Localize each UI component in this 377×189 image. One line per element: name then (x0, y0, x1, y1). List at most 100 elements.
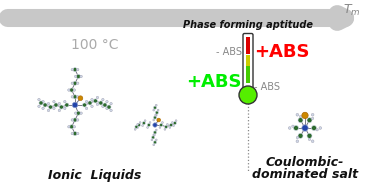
Circle shape (99, 101, 103, 105)
Circle shape (74, 75, 77, 78)
Circle shape (85, 100, 88, 103)
Circle shape (38, 98, 40, 101)
Circle shape (96, 96, 99, 99)
Text: dominated salt: dominated salt (252, 169, 358, 181)
Circle shape (77, 74, 80, 78)
Circle shape (91, 98, 93, 101)
Circle shape (70, 88, 74, 92)
Circle shape (296, 140, 299, 143)
Text: +ABS: +ABS (186, 73, 242, 91)
Circle shape (311, 140, 314, 143)
Circle shape (170, 123, 173, 127)
Circle shape (147, 123, 150, 127)
Circle shape (73, 95, 77, 99)
Circle shape (77, 132, 79, 135)
Circle shape (137, 123, 140, 127)
Circle shape (292, 125, 294, 127)
Circle shape (71, 132, 74, 135)
Circle shape (38, 105, 40, 108)
Circle shape (153, 123, 157, 127)
Circle shape (47, 109, 50, 112)
Circle shape (173, 125, 175, 127)
Circle shape (77, 68, 79, 71)
Circle shape (144, 120, 146, 122)
Circle shape (73, 89, 75, 91)
Circle shape (71, 68, 74, 71)
Circle shape (152, 136, 155, 139)
Circle shape (77, 96, 79, 98)
Circle shape (71, 96, 74, 98)
Circle shape (302, 125, 308, 131)
Circle shape (107, 105, 111, 109)
Circle shape (311, 125, 317, 131)
Circle shape (142, 122, 146, 125)
Circle shape (142, 125, 144, 127)
Circle shape (153, 119, 155, 121)
Circle shape (153, 144, 155, 146)
Circle shape (298, 118, 303, 123)
Circle shape (155, 104, 157, 106)
Text: 100 °C: 100 °C (71, 38, 119, 52)
Circle shape (296, 113, 299, 116)
Circle shape (67, 125, 70, 128)
Circle shape (49, 105, 52, 109)
Circle shape (155, 129, 157, 131)
Text: Ionic  Liquids: Ionic Liquids (48, 169, 142, 181)
Circle shape (71, 82, 74, 84)
Circle shape (96, 103, 99, 105)
Text: - ABS: - ABS (254, 82, 280, 92)
Circle shape (307, 133, 312, 138)
Circle shape (73, 118, 77, 122)
Circle shape (59, 105, 63, 109)
Circle shape (39, 101, 43, 105)
Text: +ABS: +ABS (254, 43, 310, 61)
Circle shape (42, 100, 44, 103)
Bar (246, 66, 250, 83)
Circle shape (54, 103, 58, 107)
Circle shape (169, 127, 171, 128)
Circle shape (175, 120, 177, 122)
Circle shape (165, 125, 168, 128)
Circle shape (153, 109, 155, 111)
Circle shape (67, 89, 70, 91)
Circle shape (153, 116, 156, 119)
Circle shape (65, 103, 69, 107)
Text: Phase forming aptitude: Phase forming aptitude (183, 20, 313, 30)
Circle shape (102, 98, 104, 101)
Circle shape (159, 123, 163, 127)
Circle shape (64, 100, 66, 103)
Circle shape (135, 125, 138, 128)
Circle shape (73, 68, 77, 72)
Circle shape (106, 107, 108, 110)
Circle shape (77, 111, 80, 115)
Circle shape (157, 118, 161, 122)
Circle shape (153, 131, 156, 134)
Circle shape (110, 102, 112, 105)
Circle shape (73, 81, 77, 85)
Circle shape (58, 102, 61, 105)
Text: - ABS: - ABS (216, 47, 242, 57)
Circle shape (102, 105, 104, 108)
Circle shape (173, 122, 176, 125)
Circle shape (80, 75, 82, 78)
Circle shape (299, 115, 302, 118)
Circle shape (151, 139, 153, 141)
Circle shape (58, 109, 61, 112)
Circle shape (172, 122, 173, 123)
Circle shape (137, 127, 139, 128)
Circle shape (288, 127, 291, 129)
Circle shape (164, 128, 166, 130)
Circle shape (159, 127, 161, 128)
Circle shape (85, 107, 88, 110)
Circle shape (153, 134, 155, 136)
Circle shape (106, 100, 108, 103)
Circle shape (137, 123, 139, 125)
Circle shape (72, 102, 78, 108)
Circle shape (153, 141, 156, 144)
Circle shape (77, 82, 79, 84)
Circle shape (139, 122, 141, 123)
FancyBboxPatch shape (243, 33, 253, 90)
Circle shape (73, 132, 77, 136)
Circle shape (71, 119, 74, 121)
Bar (246, 36, 250, 53)
